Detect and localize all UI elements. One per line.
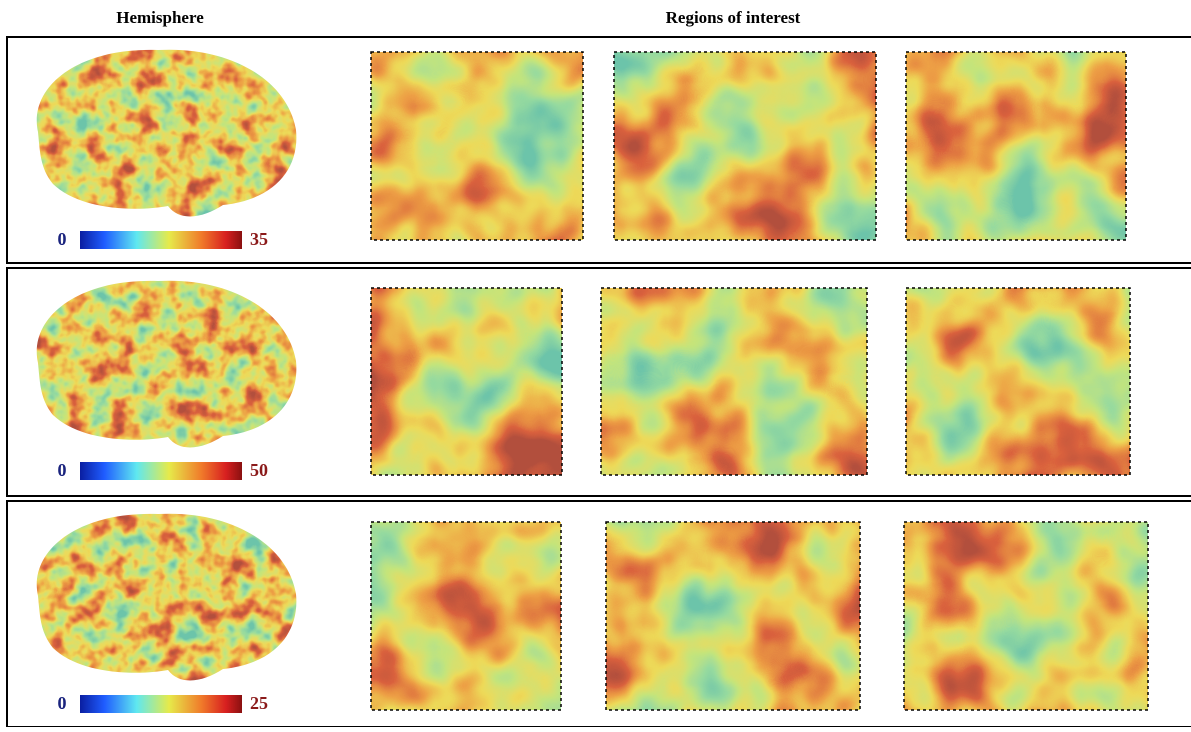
column-header: Hemisphere [116,8,204,27]
colorbar [80,695,242,713]
roi-surface [904,522,1148,710]
roi-frame [600,287,868,476]
colorbar [80,462,242,480]
colorbar [80,231,242,249]
roi-frame [370,51,584,241]
colorbar-max: 35 [250,229,268,249]
roi-frame [905,51,1127,241]
roi-surface [606,522,860,710]
colorbar-max: 50 [250,460,268,480]
hemisphere-surface [36,513,297,681]
roi-surface [906,288,1130,475]
roi-frame [605,521,861,711]
colorbar-max: 25 [250,693,268,713]
roi-surface [614,52,876,240]
colorbar-min: 0 [58,229,67,249]
hemisphere-surface [36,280,297,448]
roi-frame [613,51,877,241]
roi-frame [903,521,1149,711]
roi-surface [371,288,562,475]
roi-surface [371,52,583,240]
column-header: Regions of interest [666,8,801,27]
row-frame [6,267,1191,497]
hemisphere-surface [36,49,297,217]
roi-frame [905,287,1131,476]
colorbar-min: 0 [58,693,67,713]
roi-surface [371,522,561,710]
row-frame [6,36,1191,264]
roi-frame [370,287,563,476]
roi-surface [906,52,1126,240]
roi-frame [370,521,562,711]
roi-surface [601,288,867,475]
colorbar-min: 0 [58,460,67,480]
